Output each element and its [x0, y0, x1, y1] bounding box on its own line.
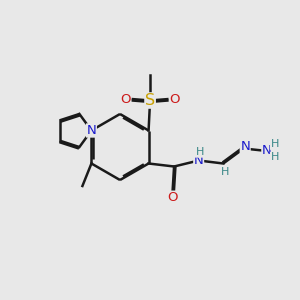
Text: O: O: [167, 191, 178, 204]
Text: H: H: [270, 152, 279, 163]
Text: H: H: [270, 139, 279, 149]
Text: N: N: [240, 140, 250, 153]
Text: S: S: [145, 93, 155, 108]
Text: H: H: [220, 167, 229, 177]
Text: N: N: [86, 124, 96, 137]
Text: N: N: [194, 154, 204, 167]
Text: H: H: [195, 147, 204, 157]
Text: O: O: [169, 92, 180, 106]
Text: N: N: [262, 144, 272, 158]
Text: O: O: [120, 92, 131, 106]
